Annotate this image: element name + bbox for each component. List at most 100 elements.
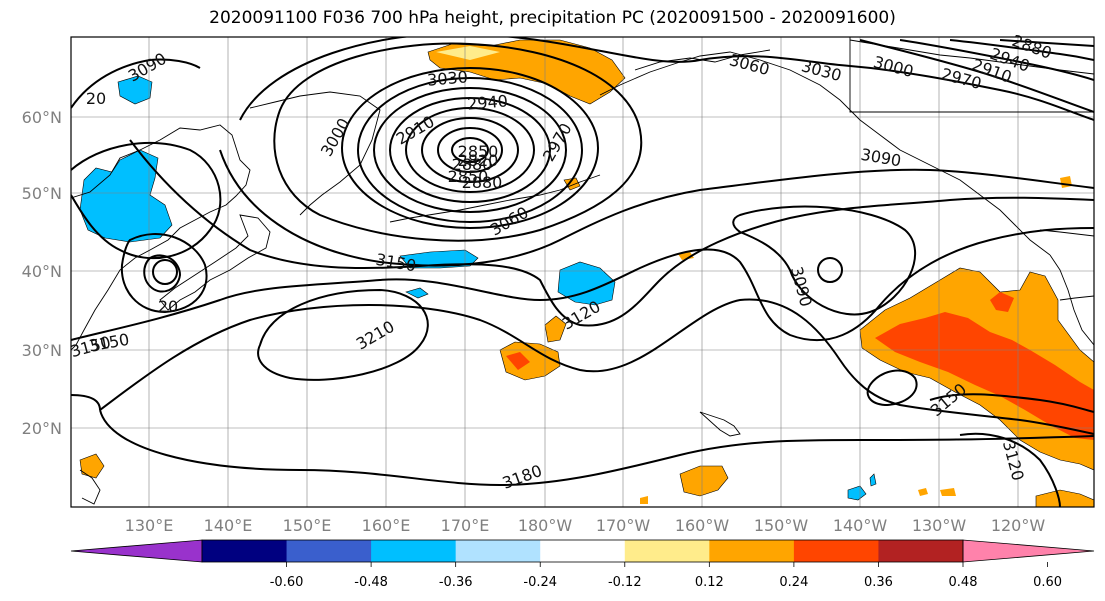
contour-label: 2970 <box>539 120 576 165</box>
latitude-label: 20°N <box>22 419 62 438</box>
colorbar-swatch <box>624 540 710 562</box>
contour-label: 2850 <box>458 142 499 161</box>
latitude-label: 60°N <box>22 108 62 127</box>
colorbar-tick-label: 0.36 <box>864 575 893 590</box>
contour-label: 2910 <box>393 112 438 149</box>
contour-label: 3000 <box>317 115 354 160</box>
colorbar-swatch <box>709 540 795 562</box>
contour-line <box>129 139 1094 327</box>
contour-label: 3210 <box>353 317 398 354</box>
colorbar-tick-label: 0.12 <box>695 575 724 590</box>
colorbar-tick-label: -0.60 <box>270 575 304 590</box>
contour-line <box>437 127 503 173</box>
contour-line <box>732 205 916 316</box>
precip-blob <box>869 473 877 487</box>
contour-label: 20 <box>158 297 178 316</box>
contour-label: 3180 <box>500 461 545 493</box>
contour-labels: 3090 3030 3060 3030 3000 29702940291028802850… <box>68 31 1054 493</box>
colorbar-swatch <box>455 540 541 562</box>
precip-blob <box>678 252 694 260</box>
contour-line <box>239 37 1094 121</box>
contour-line <box>71 227 1094 342</box>
latitude-label: 30°N <box>22 341 62 360</box>
contour-line <box>389 97 551 203</box>
contour-line <box>273 42 643 242</box>
contour-line <box>71 141 222 260</box>
precip-blob <box>117 75 153 105</box>
contour-line <box>152 259 178 285</box>
map-frame <box>70 36 1095 508</box>
contour-label: 2880 <box>452 155 493 174</box>
border-box <box>849 37 1094 113</box>
precip-blob <box>1060 176 1072 188</box>
contour-line <box>373 87 567 213</box>
longitude-label: 150°E <box>283 516 332 535</box>
coastline-alaska <box>599 51 1051 256</box>
longitude-label: 180°W <box>518 516 573 535</box>
precip-blob <box>405 287 429 299</box>
longitude-label: 130°W <box>912 516 967 535</box>
longitude-label: 170°E <box>441 516 490 535</box>
contour-line <box>999 39 1094 47</box>
contour-label: 3060 <box>727 50 771 79</box>
precip-blob <box>506 352 530 370</box>
colorbar-tick-label: -0.48 <box>354 575 388 590</box>
coastline-north-america <box>1049 254 1094 346</box>
coastline-hawaii <box>699 411 741 437</box>
colorbar-frame <box>201 539 964 563</box>
colorbar-swatch <box>286 540 372 562</box>
longitude-label: 140°W <box>833 516 888 535</box>
contour-line <box>421 117 519 183</box>
colorbar-swatch <box>371 540 457 562</box>
contour-line <box>143 254 182 293</box>
precip-blob <box>990 292 1014 312</box>
contour-line <box>99 409 1094 487</box>
contour-line <box>899 39 1094 81</box>
colorbar-swatch <box>878 540 964 562</box>
contour-label: 3150 <box>374 250 417 276</box>
precip-blob <box>557 261 616 306</box>
precip-shading <box>79 39 1094 507</box>
contour-line <box>257 288 429 381</box>
precip-blob <box>847 485 867 501</box>
precip-blob <box>79 453 105 479</box>
contour-label: 2940 <box>466 91 508 113</box>
colorbar-tick-label: -0.36 <box>439 575 473 590</box>
contour-line <box>866 369 918 407</box>
colorbar-swatch <box>793 540 879 562</box>
contour-line <box>219 149 1094 267</box>
colorbar-tick-label: -0.24 <box>523 575 557 590</box>
colorbar-swatch <box>540 540 626 562</box>
precip-blob <box>1035 489 1094 507</box>
longitude-label: 160°W <box>675 516 730 535</box>
latitude-label: 50°N <box>22 184 62 203</box>
contour-line <box>859 39 1094 113</box>
contour-label: 3120 <box>999 438 1028 482</box>
colorbar-extend-high <box>962 539 1095 563</box>
precip-blob <box>544 315 567 343</box>
contour-line <box>929 393 1094 413</box>
longitude-label: 150°W <box>754 516 809 535</box>
longitude-label: 160°E <box>362 516 411 535</box>
contour-label: 3030 <box>799 56 843 85</box>
contour-line <box>341 67 599 229</box>
contour-line <box>71 394 101 411</box>
contour-label: 20 <box>86 89 106 108</box>
graticule <box>71 37 1094 507</box>
colorbar: -0.60 -0.48 -0.36 -0.24 -0.12 0.12 0.24 0.36 0.4… <box>70 539 1095 590</box>
longitude-label: 170°W <box>596 516 651 535</box>
longitude-label: 120°W <box>991 516 1046 535</box>
colorbar-extend-low <box>70 539 203 563</box>
precip-blob <box>918 488 928 496</box>
precip-blob <box>679 465 729 497</box>
precip-blob <box>940 488 956 496</box>
contour-line <box>120 233 208 314</box>
contour-label: 2820 <box>458 151 499 170</box>
colorbar-tick-label: 0.24 <box>779 575 808 590</box>
contour-label: 3030 <box>426 67 468 89</box>
contour-line <box>451 137 489 163</box>
precip-blob <box>436 46 500 60</box>
contour-line <box>959 432 1061 507</box>
contour-line <box>71 58 201 109</box>
